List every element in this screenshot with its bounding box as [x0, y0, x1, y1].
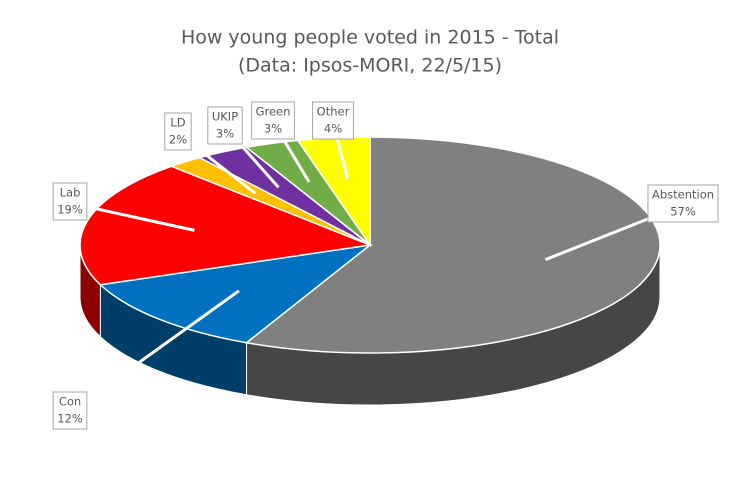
label-box — [312, 101, 354, 140]
leader-line — [69, 201, 195, 232]
label-value: 3% — [216, 127, 234, 141]
label-box — [207, 106, 243, 145]
label-name: Lab — [60, 186, 81, 200]
slice — [79, 165, 373, 286]
data-label: LD 2% — [164, 112, 192, 151]
data-label: UKIP 3% — [207, 106, 243, 145]
pie-tops — [79, 136, 661, 354]
chart-title: How young people voted in 2015 - Total — [181, 27, 559, 49]
data-label: Green 3% — [251, 101, 295, 140]
slice — [244, 136, 661, 354]
label-value: 19% — [57, 203, 83, 217]
data-label: Other 4% — [312, 101, 354, 140]
data-label: Con 12% — [52, 391, 88, 430]
label-box — [52, 182, 88, 221]
label-box — [251, 101, 295, 140]
label-value: 4% — [324, 122, 342, 136]
label-value: 57% — [670, 205, 696, 219]
leader-line — [69, 289, 240, 414]
label-value: 12% — [57, 412, 83, 426]
label-value: 3% — [264, 122, 282, 136]
label-value: 2% — [169, 133, 187, 147]
label-name: Abstention — [652, 188, 714, 202]
data-labels: Abstention57%Con12%Lab19%LD2%UKIP3%Green… — [52, 101, 719, 430]
label-box — [647, 184, 719, 223]
data-label: Lab 19% — [52, 182, 88, 221]
data-label: Abstention 57% — [647, 184, 719, 223]
label-name: UKIP — [212, 110, 238, 124]
label-name: Green — [256, 105, 291, 119]
chart-subtitle: (Data: Ipsos-MORI, 22/5/15) — [238, 55, 502, 77]
label-name: LD — [170, 116, 185, 130]
label-box — [52, 391, 88, 430]
label-name: Con — [59, 395, 81, 409]
label-name: Other — [317, 105, 350, 119]
label-box — [164, 112, 192, 151]
